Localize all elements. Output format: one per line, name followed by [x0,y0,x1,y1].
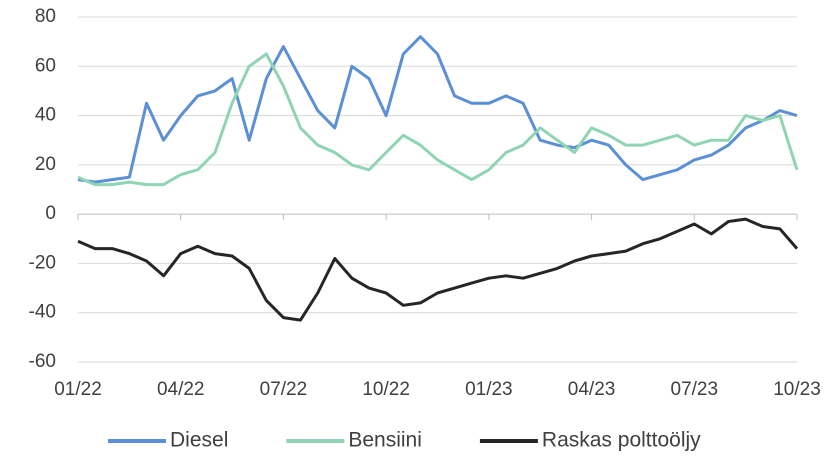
x-tick-label: 01/22 [54,379,102,400]
y-tick-label: -60 [29,351,56,372]
y-tick-label: -20 [29,252,56,273]
x-tick-label: 01/23 [465,379,513,400]
y-tick-label: 0 [45,203,56,224]
x-tick-label: 04/22 [157,379,205,400]
y-tick-label: -40 [29,302,56,323]
legend-label: Diesel [170,429,228,452]
legend-label: Raskas polttoöljy [542,429,701,452]
x-tick-label: 07/22 [260,379,308,400]
series-line [77,52,799,187]
y-tick-label: 60 [35,55,56,76]
x-tick-label: 10/23 [773,379,821,400]
series-line [77,217,799,322]
legend-label: Bensiini [348,429,422,452]
series-line [77,35,798,184]
y-tick-label: 40 [35,105,56,126]
x-tick-label: 07/23 [671,379,719,400]
y-tick-label: 20 [35,154,56,175]
y-tick-label: 80 [35,6,56,27]
x-tick-label: 10/22 [362,379,410,400]
x-tick-label: 04/23 [568,379,616,400]
